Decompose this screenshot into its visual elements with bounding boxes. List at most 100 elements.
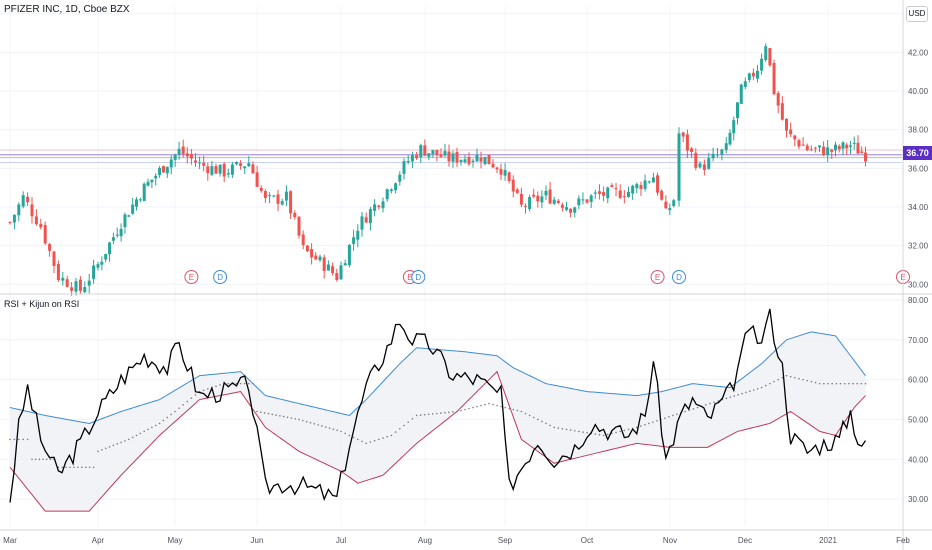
candle-body bbox=[108, 242, 112, 255]
kijun-dot bbox=[823, 382, 825, 385]
candle-body bbox=[52, 251, 56, 266]
candle-body bbox=[65, 279, 69, 287]
candle-body bbox=[664, 201, 668, 209]
kijun-dot bbox=[373, 439, 376, 442]
kijun-dot bbox=[256, 410, 258, 413]
price-tick-label: 38.00 bbox=[908, 126, 929, 135]
candle-body bbox=[739, 84, 743, 104]
candle-body bbox=[463, 159, 467, 163]
candle-body bbox=[487, 154, 491, 165]
candle-body bbox=[210, 166, 214, 175]
candle-body bbox=[569, 208, 573, 213]
candle-body bbox=[483, 156, 487, 165]
candle-body bbox=[142, 183, 146, 202]
kijun-dot bbox=[512, 408, 515, 411]
kijun-dot bbox=[500, 405, 502, 408]
kijun-dot bbox=[61, 466, 64, 469]
candle-body bbox=[284, 191, 288, 201]
event-markers[interactable]: EDEDEDE bbox=[184, 270, 910, 284]
earnings-marker[interactable] bbox=[184, 270, 199, 284]
candle-body bbox=[849, 145, 852, 147]
candle-body bbox=[243, 166, 247, 169]
kijun-dot bbox=[215, 385, 217, 388]
candle-body bbox=[528, 197, 532, 209]
kijun-dot bbox=[652, 421, 654, 423]
candle-body bbox=[8, 222, 12, 224]
kijun-dot bbox=[733, 395, 736, 397]
candle-body bbox=[813, 147, 817, 149]
candle-body bbox=[435, 149, 439, 156]
candle-body bbox=[459, 160, 463, 163]
candle-body bbox=[724, 143, 728, 150]
candle-body bbox=[597, 191, 601, 194]
kijun-dot bbox=[709, 402, 711, 405]
candle-body bbox=[280, 201, 284, 205]
candle-body bbox=[443, 150, 447, 156]
time-tick-label: Apr bbox=[92, 536, 105, 545]
rsi-bands bbox=[9, 331, 867, 512]
candle-body bbox=[389, 189, 393, 191]
candle-body bbox=[536, 195, 540, 202]
kijun-dot bbox=[468, 407, 470, 410]
kijun-dot bbox=[602, 434, 605, 437]
kijun-dot bbox=[553, 426, 555, 429]
time-tick-label: Oct bbox=[581, 536, 594, 545]
candle-body bbox=[56, 264, 60, 281]
rsi-tick-label: 80.00 bbox=[908, 296, 929, 305]
candle-body bbox=[398, 174, 402, 182]
dividend-marker[interactable] bbox=[213, 270, 228, 284]
dividend-marker[interactable] bbox=[672, 270, 686, 284]
kijun-dot bbox=[45, 458, 48, 461]
kijun-dot bbox=[798, 377, 800, 380]
kijun-dot bbox=[848, 382, 850, 385]
candle-body bbox=[809, 149, 813, 151]
candle-body bbox=[268, 195, 272, 197]
kijun-dot bbox=[352, 436, 355, 439]
candle-body bbox=[218, 164, 222, 174]
kijun-dot bbox=[81, 466, 83, 469]
kijun-dot bbox=[97, 450, 99, 453]
candle-body bbox=[668, 208, 672, 211]
earnings-marker[interactable] bbox=[650, 270, 665, 284]
candle-body bbox=[837, 146, 841, 150]
kijun-dot bbox=[282, 415, 285, 418]
candle-body bbox=[263, 191, 267, 199]
candle-body bbox=[161, 166, 165, 173]
kijun-dot bbox=[166, 416, 169, 419]
candle-body bbox=[314, 255, 318, 260]
candle-body bbox=[415, 155, 419, 159]
candle-body bbox=[672, 200, 676, 207]
candle-body bbox=[301, 234, 305, 246]
kijun-dot bbox=[569, 429, 572, 431]
kijun-dot bbox=[745, 391, 747, 394]
currency-button[interactable]: USD bbox=[906, 6, 928, 22]
candle-body bbox=[552, 199, 556, 204]
kijun-dot bbox=[565, 428, 568, 431]
candle-body bbox=[26, 196, 30, 203]
candle-body bbox=[660, 190, 664, 200]
rsi-tick-label: 40.00 bbox=[908, 455, 929, 464]
candle-body bbox=[255, 172, 259, 187]
candle-body bbox=[864, 152, 867, 162]
kijun-dot bbox=[128, 438, 130, 441]
candle-body bbox=[447, 151, 451, 162]
time-tick-label: 2021 bbox=[819, 536, 837, 545]
kijun-dot bbox=[456, 410, 458, 413]
kijun-dot bbox=[676, 413, 678, 415]
dividend-marker[interactable] bbox=[411, 270, 426, 284]
kijun-dot bbox=[785, 374, 788, 377]
candle-body bbox=[503, 169, 507, 176]
candle-body bbox=[585, 199, 589, 203]
rsi-tick-label: 30.00 bbox=[908, 495, 929, 504]
kijun-dot bbox=[88, 466, 91, 469]
kijun-dot bbox=[77, 466, 79, 469]
candle-body bbox=[111, 237, 115, 241]
candle-body bbox=[119, 228, 123, 237]
kijun-dot bbox=[452, 411, 454, 413]
candle-body bbox=[614, 188, 618, 190]
kijun-dot bbox=[578, 430, 580, 433]
candle-body bbox=[556, 200, 560, 204]
candle-body bbox=[581, 199, 585, 201]
kijun-dot bbox=[18, 438, 20, 441]
